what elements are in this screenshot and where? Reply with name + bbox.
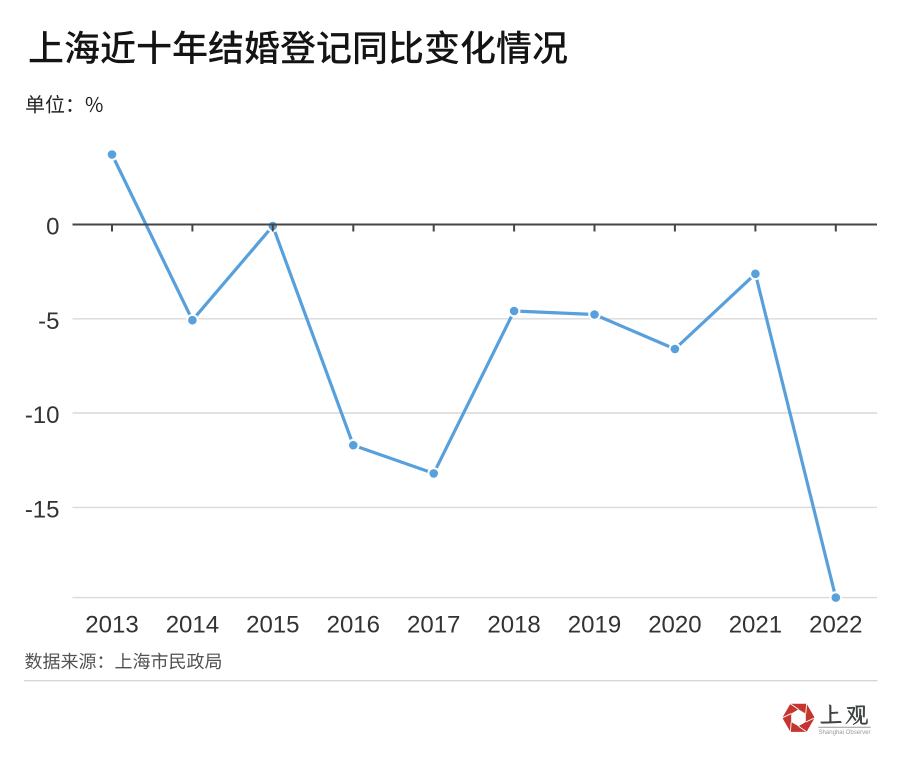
svg-text:-15: -15 [25, 496, 60, 523]
svg-text:2013: 2013 [85, 612, 138, 639]
svg-text:2020: 2020 [648, 612, 701, 639]
svg-text:2015: 2015 [246, 612, 299, 639]
svg-text:0: 0 [46, 214, 59, 241]
svg-text:2019: 2019 [568, 612, 621, 639]
svg-text:2017: 2017 [407, 612, 460, 639]
svg-text:2022: 2022 [809, 612, 862, 639]
svg-text:-10: -10 [25, 402, 60, 429]
svg-text:-5: -5 [38, 308, 59, 335]
svg-text:2014: 2014 [166, 612, 219, 639]
svg-text:2016: 2016 [327, 612, 380, 639]
svg-text:2018: 2018 [487, 612, 540, 639]
svg-text:Shanghai Observer: Shanghai Observer [819, 729, 872, 736]
svg-text:2021: 2021 [729, 612, 782, 639]
